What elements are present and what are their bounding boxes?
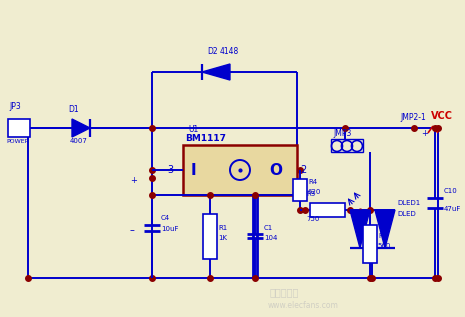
Text: D2: D2: [207, 47, 218, 56]
Text: VCC: VCC: [431, 111, 453, 121]
Text: 4148: 4148: [220, 47, 239, 56]
Text: 750: 750: [306, 216, 319, 222]
Polygon shape: [72, 119, 90, 137]
Text: www.elecfans.com: www.elecfans.com: [268, 301, 339, 310]
Text: DLED1: DLED1: [397, 200, 420, 206]
Text: I: I: [191, 163, 197, 178]
Text: R1: R1: [218, 225, 227, 231]
Polygon shape: [375, 210, 395, 248]
Text: U1: U1: [188, 125, 198, 134]
Text: R5: R5: [378, 233, 387, 239]
Text: R4: R4: [308, 179, 317, 185]
Text: 4007: 4007: [70, 138, 88, 144]
Text: 2: 2: [300, 165, 306, 175]
Bar: [293, 179, 307, 201]
Text: C4: C4: [161, 215, 170, 221]
Text: O: O: [269, 163, 282, 178]
Text: +: +: [130, 176, 137, 185]
Text: 560: 560: [378, 243, 392, 249]
Text: 620: 620: [308, 189, 321, 195]
Text: JP3: JP3: [9, 102, 21, 111]
Polygon shape: [202, 64, 230, 80]
Bar: [8, 119, 30, 137]
Text: C1: C1: [264, 225, 273, 231]
Text: D1: D1: [68, 105, 79, 114]
Bar: [203, 214, 217, 259]
Text: 电子发烧友: 电子发烧友: [270, 287, 299, 297]
Text: JMP3: JMP3: [333, 129, 352, 138]
Text: 104: 104: [264, 236, 277, 242]
Text: –: –: [130, 225, 135, 235]
Text: POWER: POWER: [6, 139, 29, 144]
Text: 10uF: 10uF: [161, 226, 179, 232]
Polygon shape: [350, 210, 370, 248]
Text: C10: C10: [444, 188, 458, 194]
Text: DLED: DLED: [397, 211, 416, 217]
Bar: [363, 225, 377, 263]
Text: +: +: [421, 129, 428, 138]
Bar: [331, 139, 363, 152]
Text: JMP2-1: JMP2-1: [400, 113, 426, 122]
Text: 1K: 1K: [218, 236, 227, 242]
Bar: [310, 203, 345, 217]
Bar: [183, 145, 297, 195]
Text: 3: 3: [167, 165, 173, 175]
Text: BM1117: BM1117: [185, 134, 226, 143]
Text: R3: R3: [306, 191, 315, 197]
Text: 47uF: 47uF: [444, 206, 461, 212]
